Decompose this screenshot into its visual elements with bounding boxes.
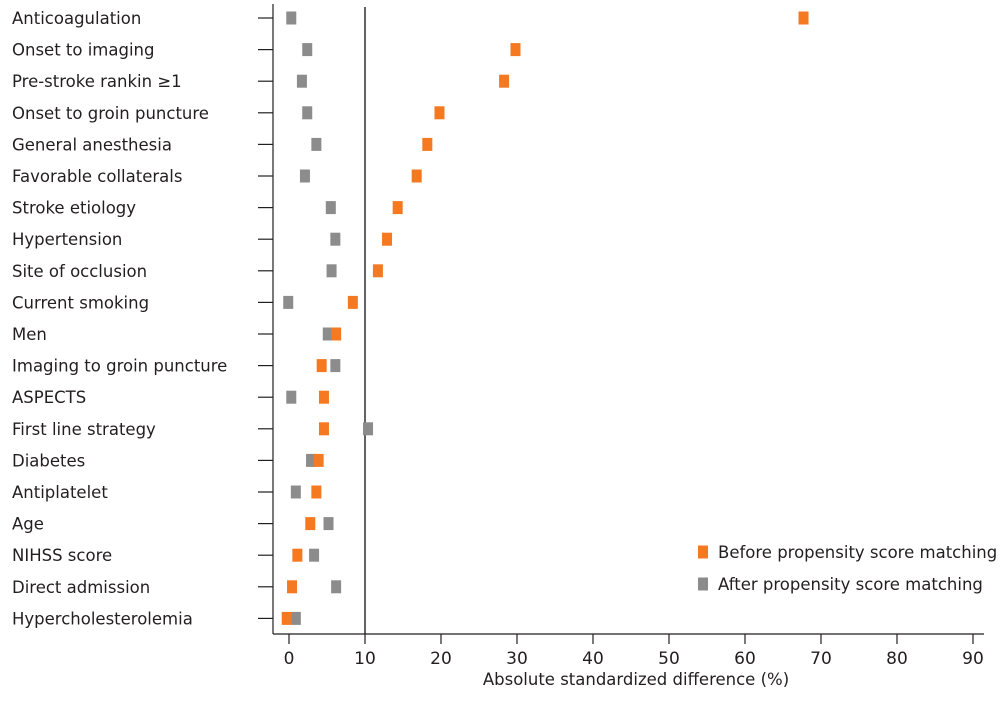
after-marker	[326, 264, 337, 278]
category-label: Onset to imaging	[12, 41, 154, 60]
after-marker	[302, 106, 313, 120]
after-marker	[325, 201, 336, 215]
before-marker	[316, 359, 327, 373]
before-marker	[434, 106, 445, 120]
markers	[281, 11, 809, 625]
x-tick-label: 60	[734, 649, 756, 669]
before-marker	[392, 201, 403, 215]
before-marker	[318, 390, 329, 404]
category-label: Current smoking	[12, 293, 149, 312]
category-label: Men	[12, 325, 47, 344]
after-marker	[290, 485, 301, 499]
category-label: Pre-stroke rankin ≥1	[12, 72, 182, 91]
x-ticks: 0 10 20 30 40 50 60 70 80 90	[284, 634, 984, 669]
x-tick-label: 0	[284, 649, 295, 669]
before-marker	[313, 453, 324, 467]
category-label: Anticoagulation	[12, 9, 141, 28]
x-tick-label: 20	[430, 649, 452, 669]
after-marker	[311, 137, 322, 151]
before-marker	[287, 580, 298, 594]
x-tick-label: 40	[582, 649, 604, 669]
category-label: Onset to groin puncture	[12, 104, 209, 123]
before-marker	[411, 169, 422, 183]
after-marker	[323, 517, 334, 531]
y-ticks	[258, 17, 273, 620]
x-tick-label: 70	[810, 649, 832, 669]
after-marker	[296, 74, 307, 88]
after-marker	[286, 390, 297, 404]
before-marker	[382, 232, 393, 246]
before-marker	[305, 517, 316, 531]
after-marker	[286, 11, 297, 25]
after-marker	[299, 169, 310, 183]
category-labels: Anticoagulation Onset to imaging Pre-strok…	[12, 9, 227, 628]
legend-swatch	[698, 545, 708, 559]
before-marker	[510, 43, 521, 57]
category-label: First line strategy	[12, 420, 156, 439]
category-label: NIHSS score	[12, 546, 112, 565]
category-label: Hypercholesterolemia	[12, 609, 193, 628]
x-axis-title: Absolute standardized difference (%)	[483, 670, 789, 689]
before-marker	[499, 74, 510, 88]
category-label: Favorable collaterals	[12, 167, 182, 186]
category-label: Direct admission	[12, 578, 150, 597]
category-label: ASPECTS	[12, 388, 86, 407]
category-label: General anesthesia	[12, 135, 172, 154]
after-marker	[331, 580, 342, 594]
after-marker	[306, 453, 317, 467]
legend-label: After propensity score matching	[718, 575, 983, 594]
legend: Before propensity score matching After pr…	[698, 543, 997, 594]
before-marker	[331, 327, 342, 341]
x-tick-label: 90	[962, 649, 984, 669]
category-label: Site of occlusion	[12, 262, 147, 281]
x-tick-label: 80	[886, 649, 908, 669]
before-marker	[318, 422, 329, 436]
x-tick-label: 50	[658, 649, 680, 669]
category-label: Diabetes	[12, 451, 85, 470]
after-marker	[330, 232, 341, 246]
before-marker	[347, 295, 358, 309]
after-marker	[363, 422, 374, 436]
category-label: Stroke etiology	[12, 199, 136, 218]
x-tick-label: 30	[506, 649, 528, 669]
before-marker	[422, 137, 433, 151]
after-marker	[302, 43, 313, 57]
after-marker	[330, 359, 341, 373]
before-marker	[798, 11, 809, 25]
after-marker	[322, 327, 333, 341]
after-marker	[283, 295, 294, 309]
before-marker	[311, 485, 322, 499]
legend-label: Before propensity score matching	[718, 543, 997, 562]
before-marker	[281, 611, 292, 625]
legend-swatch	[698, 577, 708, 591]
x-tick-label: 10	[354, 649, 376, 669]
before-marker	[292, 548, 303, 562]
after-marker	[309, 548, 320, 562]
category-label: Imaging to groin puncture	[12, 357, 227, 376]
category-label: Hypertension	[12, 230, 122, 249]
before-marker	[372, 264, 383, 278]
category-label: Antiplatelet	[12, 483, 108, 502]
category-label: Age	[12, 515, 44, 534]
after-marker	[290, 611, 301, 625]
plot-frame	[272, 4, 984, 635]
